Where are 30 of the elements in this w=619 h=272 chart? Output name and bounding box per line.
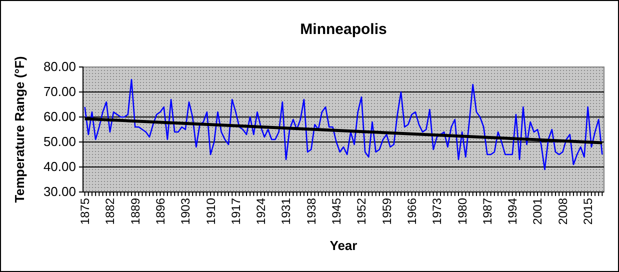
chart-title: Minneapolis xyxy=(300,21,387,38)
x-tick-label: 1938 xyxy=(304,198,318,225)
x-tick-label: 2015 xyxy=(581,198,596,225)
x-tick-label: 1924 xyxy=(254,198,268,225)
x-tick-label: 1875 xyxy=(78,198,92,225)
x-tick-label: 1952 xyxy=(354,198,369,225)
y-tick-label: 50.00 xyxy=(43,134,76,150)
y-tick-label: 30.00 xyxy=(43,184,76,200)
x-tick-label: 1910 xyxy=(204,198,218,225)
y-tick-label: 70.00 xyxy=(43,84,76,100)
x-tick-label: 1896 xyxy=(153,198,168,225)
x-tick-label: 1973 xyxy=(430,198,444,225)
x-tick-label: 1903 xyxy=(178,198,193,225)
x-tick-label: 1966 xyxy=(404,198,419,225)
x-tick-label: 2008 xyxy=(556,198,570,225)
x-tick-label: 1959 xyxy=(380,198,394,225)
y-tick-label: 40.00 xyxy=(43,159,76,174)
y-tick-label: 80.00 xyxy=(43,59,76,74)
x-tick-label: 1994 xyxy=(506,198,520,225)
x-tick-label: 1931 xyxy=(279,198,294,225)
x-tick-label: 1980 xyxy=(455,198,470,225)
x-tick-label: 1882 xyxy=(103,198,118,225)
x-tick-label: 1889 xyxy=(128,198,142,225)
x-tick-label: 1945 xyxy=(330,198,344,225)
x-tick-label: 1987 xyxy=(480,198,494,225)
x-tick-label: 2001 xyxy=(530,198,545,225)
x-axis-title: Year xyxy=(330,238,358,253)
y-axis-title: Temperature Range (°F) xyxy=(12,56,27,203)
y-tick-label: 60.00 xyxy=(43,109,76,124)
x-tick-label: 1917 xyxy=(228,198,243,225)
